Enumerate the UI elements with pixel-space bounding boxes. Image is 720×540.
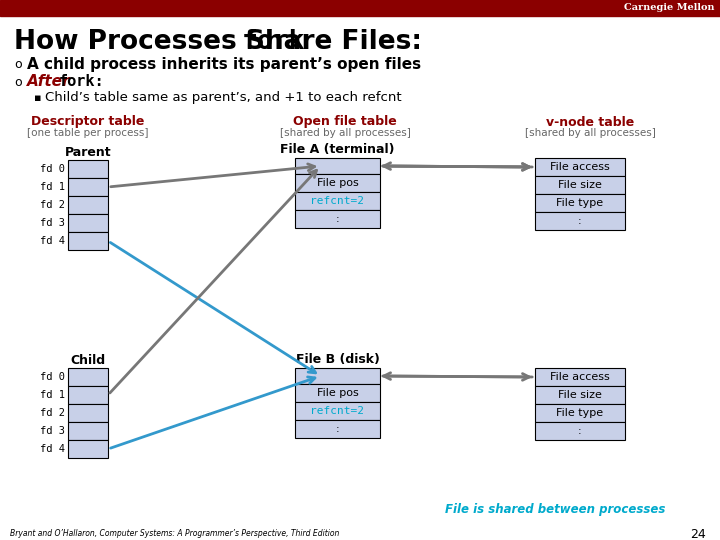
Text: :: : [578,216,582,226]
Text: fd 2: fd 2 [40,200,65,210]
Bar [68,232,108,250]
Bar [535,386,625,404]
Bar [535,212,625,230]
Text: fd 0: fd 0 [40,372,65,382]
Bar [295,174,380,192]
Text: :: : [336,424,339,434]
Bar [295,384,380,402]
Bar [68,386,108,404]
Text: File access: File access [550,372,610,382]
Text: fd 0: fd 0 [40,164,65,174]
Text: File size: File size [558,390,602,400]
Text: File pos: File pos [317,178,359,188]
Text: ▪: ▪ [34,93,42,103]
Bar [0,0,720,16]
Bar [68,196,108,214]
Text: [shared by all processes]: [shared by all processes] [525,128,655,138]
Bar [68,178,108,196]
Text: v-node table: v-node table [546,116,634,129]
Text: Open file table: Open file table [293,116,397,129]
Text: Child: Child [71,354,106,367]
Text: File size: File size [558,180,602,190]
Text: File access: File access [550,162,610,172]
Bar [295,210,380,228]
Text: fd 4: fd 4 [40,236,65,246]
Text: refcnt=2: refcnt=2 [310,196,364,206]
Bar [68,368,108,386]
Text: fd 4: fd 4 [40,444,65,454]
Text: fd 3: fd 3 [40,426,65,436]
Text: :: : [336,214,339,224]
Text: o: o [14,58,22,71]
Text: [one table per process]: [one table per process] [27,128,149,138]
Text: fd 2: fd 2 [40,408,65,418]
Bar [68,422,108,440]
Bar [295,158,380,174]
Text: fd 1: fd 1 [40,182,65,192]
Text: File A (terminal): File A (terminal) [280,143,395,156]
Text: File type: File type [557,408,603,418]
Bar [535,368,625,386]
Text: Carnegie Mellon: Carnegie Mellon [624,3,714,12]
Text: Bryant and O’Hallaron, Computer Systems: A Programmer’s Perspective, Third Editi: Bryant and O’Hallaron, Computer Systems:… [10,530,339,538]
Text: File type: File type [557,198,603,208]
Bar [295,420,380,438]
Text: refcnt=2: refcnt=2 [310,406,364,416]
Bar [535,158,625,176]
Text: 24: 24 [690,528,706,540]
Text: Parent: Parent [65,145,112,159]
Bar [535,176,625,194]
Bar [535,404,625,422]
Text: Descriptor table: Descriptor table [31,116,145,129]
Bar [68,440,108,458]
Text: fork:: fork: [59,75,104,90]
Text: o: o [14,76,22,89]
Text: File is shared between processes: File is shared between processes [445,503,665,516]
Bar [535,422,625,440]
Text: File pos: File pos [317,388,359,398]
Text: fd 1: fd 1 [40,390,65,400]
Text: Child’s table same as parent’s, and +1 to each refcnt: Child’s table same as parent’s, and +1 t… [45,91,402,105]
Text: :: : [578,426,582,436]
Bar [535,194,625,212]
Bar [68,214,108,232]
Bar [295,192,380,210]
Bar [68,160,108,178]
Bar [295,368,380,384]
Text: How Processes Share Files:: How Processes Share Files: [14,29,431,55]
Text: A child process inherits its parent’s open files: A child process inherits its parent’s op… [27,57,421,72]
Text: [shared by all processes]: [shared by all processes] [279,128,410,138]
Bar [68,404,108,422]
Text: fd 3: fd 3 [40,218,65,228]
Bar [295,402,380,420]
Text: fork: fork [242,29,305,55]
Text: File B (disk): File B (disk) [296,353,379,366]
Text: After: After [27,75,71,90]
